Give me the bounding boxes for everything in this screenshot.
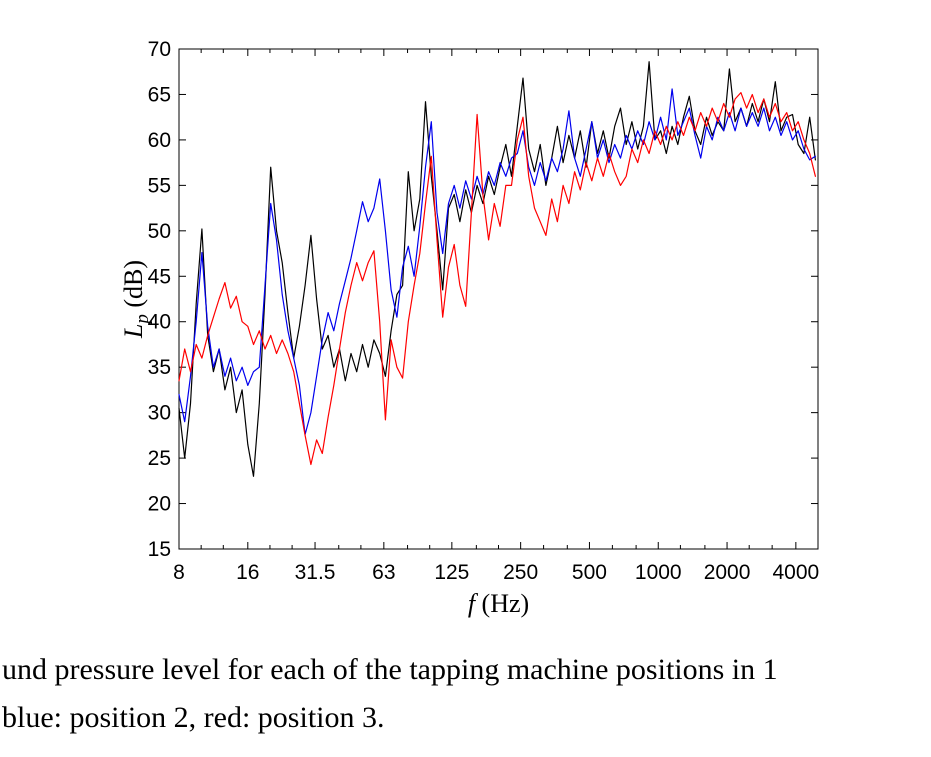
y-tick-label: 50	[148, 220, 171, 243]
series-position-2-line	[178, 88, 817, 436]
x-tick-label: 16	[236, 561, 259, 584]
y-tick-label: 65	[148, 83, 171, 106]
x-tick-label: 125	[434, 561, 469, 584]
x-tick-label: 1000	[635, 561, 682, 584]
x-tick-label: 8	[173, 561, 185, 584]
x-tick-label: 500	[572, 561, 607, 584]
y-tick-label: 15	[148, 538, 171, 561]
x-tick-labels: 8 16 31.5 63 125 250 500 1000 2000 4000	[173, 561, 819, 584]
y-tick-label: 35	[148, 356, 171, 379]
spectrum-chart: 8 16 31.5 63 125 250 500 1000 2000 4000 15 20 25 30 35…	[119, 38, 819, 618]
y-axis-label: Lp (dB)	[119, 260, 153, 339]
series-position-1-line	[178, 61, 817, 477]
y-tick-label: 55	[148, 174, 171, 197]
y-tick-label: 30	[148, 402, 171, 425]
y-tick-label: 45	[148, 265, 171, 288]
x-tick-label: 4000	[772, 561, 819, 584]
figure-caption: und pressure level for each of the tappi…	[2, 646, 778, 742]
x-axis-label: f (Hz)	[468, 589, 529, 618]
x-tick-label: 31.5	[295, 561, 336, 584]
y-tick-label: 20	[148, 493, 171, 516]
x-ticks	[178, 49, 819, 549]
caption-line-2: blue: position 2, red: position 3.	[2, 701, 385, 734]
series-position-3-line	[178, 91, 817, 466]
y-ticks	[179, 48, 818, 550]
y-tick-label: 70	[148, 38, 171, 61]
axes-box	[178, 48, 819, 550]
x-tick-label: 2000	[704, 561, 751, 584]
y-tick-labels: 15 20 25 30 35 40 45 50 55 60 65 70	[148, 38, 171, 561]
y-tick-label: 40	[148, 311, 171, 334]
caption-line-1: und pressure level for each of the tappi…	[2, 653, 778, 686]
y-tick-label: 60	[148, 129, 171, 152]
x-tick-label: 63	[372, 561, 395, 584]
y-tick-label: 25	[148, 447, 171, 470]
x-tick-label: 250	[503, 561, 538, 584]
